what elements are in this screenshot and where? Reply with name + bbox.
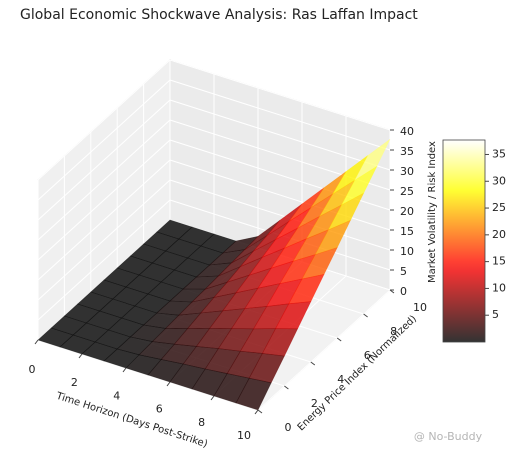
z-tick-label: 15: [400, 225, 414, 238]
grid-line: [37, 99, 171, 221]
watermark: @ No-Buddy: [414, 430, 483, 443]
surface-quad: [354, 138, 391, 182]
surface-quad: [340, 165, 378, 206]
x-tick: [254, 409, 259, 415]
z-tick-label: 25: [400, 185, 414, 198]
grid-line: [169, 159, 391, 231]
grid-line: [169, 99, 391, 171]
y-tick-label: 0: [285, 421, 292, 434]
colorbar-tick-label: 5: [492, 308, 499, 321]
grid-line: [37, 79, 171, 201]
z-tick-label: 5: [400, 265, 407, 278]
x-tick-label: 6: [156, 403, 163, 416]
grid-line: [37, 119, 171, 241]
colorbar-tick-label: 35: [492, 147, 506, 160]
y-tick-label: 8: [390, 325, 397, 338]
grid-line: [257, 289, 391, 411]
colorbar-tick-label: 15: [492, 255, 506, 268]
y-tick: [310, 361, 316, 366]
x-tick-label: 2: [71, 376, 78, 389]
y-tick-label: 2: [311, 397, 318, 410]
x-tick: [210, 395, 215, 401]
z-tick-label: 35: [400, 145, 414, 158]
z-axis-label: Market Volatility / Risk Index: [427, 141, 438, 283]
y-tick: [257, 409, 263, 414]
surface-quad: [301, 247, 338, 280]
chart-title: Global Economic Shockwave Analysis: Ras …: [20, 7, 418, 23]
x-axis-label: Time Horizon (Days Post-Strike): [54, 390, 209, 450]
grid-line: [169, 79, 391, 151]
x-tick: [166, 381, 171, 387]
x-tick-label: 4: [113, 389, 120, 402]
surface-quad: [314, 219, 352, 256]
grid-line: [37, 159, 171, 281]
grid-line: [169, 59, 391, 131]
colorbar-tick-label: 25: [492, 201, 506, 214]
colorbar-tick-label: 10: [492, 281, 506, 294]
y-tick-label: 4: [337, 373, 344, 386]
grid-line: [37, 139, 171, 261]
surface-quad: [327, 192, 365, 231]
z-tick-label: 10: [400, 245, 414, 258]
colorbar-tick-label: 30: [492, 174, 506, 187]
grid-line: [169, 179, 391, 251]
x-tick-label: 10: [237, 429, 251, 442]
colorbar: 5 10 15 20 25 30 35: [442, 139, 506, 343]
x-tick-label: 0: [29, 363, 36, 376]
surface: [37, 138, 391, 411]
y-tick-label: 10: [413, 301, 427, 314]
labels: 0 2 4 6 8 10 0 2 4 6 8 10 0 5 10 15 20 25 30 35 40: [29, 125, 428, 442]
x-tick: [78, 353, 83, 359]
y-tick-label: 6: [364, 349, 371, 362]
grid-line: [37, 59, 171, 181]
colorbar-scale: [442, 139, 486, 343]
y-tick: [363, 313, 368, 318]
x-tick-label: 8: [198, 416, 205, 429]
grid-line: [37, 199, 171, 321]
z-tick-label: 20: [400, 205, 414, 218]
colorbar-tick-label: 20: [492, 228, 506, 241]
y-tick: [336, 337, 342, 342]
z-tick-label: 0: [400, 285, 407, 298]
surface-quad: [235, 377, 272, 411]
grid-line: [37, 179, 171, 301]
z-tick-label: 40: [400, 125, 414, 138]
x-tick: [34, 339, 39, 345]
x-tick: [122, 367, 127, 373]
z-tick-label: 30: [400, 165, 414, 178]
y-tick: [284, 385, 289, 390]
